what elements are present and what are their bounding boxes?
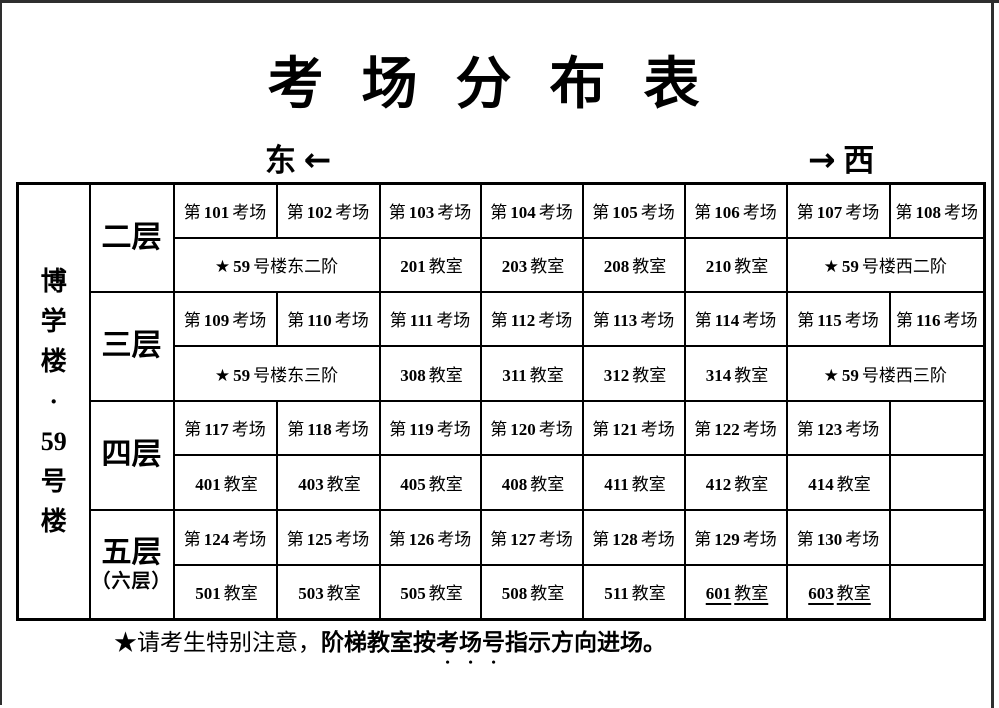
footnote-bold-text: 阶梯教室按	[321, 630, 436, 655]
right-arrow-icon: →	[808, 140, 836, 179]
page-title: 考 场 分 布 表	[267, 54, 712, 116]
empty-cell	[888, 563, 986, 621]
classroom-cell: ★ 59 号楼东二阶	[172, 236, 381, 293]
exam-room-cell: 第 128 考场	[581, 508, 686, 566]
classroom-cell: 401 教室	[172, 453, 278, 511]
empty-cell	[888, 508, 986, 566]
footnote-bold-text: 指示方向进场。	[505, 630, 666, 655]
left-arrow-icon: ←	[303, 140, 332, 179]
exam-room-cell: 第 112 考场	[479, 290, 584, 347]
exam-room-cell: 第 110 考场	[275, 290, 381, 347]
building-char: 楼	[40, 506, 67, 536]
exam-room-cell: 第 130 考场	[785, 508, 891, 566]
floor-sublabel: （六层）	[91, 570, 172, 592]
classroom-cell: 308 教室	[378, 344, 482, 402]
exam-room-cell: 第 125 考场	[275, 508, 381, 566]
exam-distribution-table: 博 学 楼 · 59 号 楼 二层 第 101 考场 第 102 考场 第 103 考场 第…	[16, 182, 986, 621]
floor-label-cell: 三层	[88, 290, 175, 402]
floor-label: 四层	[101, 438, 162, 471]
exam-room-cell: 第 104 考场	[479, 182, 584, 239]
classroom-cell: 210 教室	[683, 236, 788, 293]
exam-room-cell: 第 118 考场	[275, 399, 381, 456]
exam-room-cell: 第 120 考场	[479, 399, 584, 456]
exam-room-cell: 第 122 考场	[683, 399, 788, 456]
floor-label: 二层	[101, 220, 162, 254]
exam-room-cell: 第 102 考场	[275, 182, 381, 239]
building-char: 59	[40, 426, 67, 456]
empty-cell	[888, 453, 986, 511]
exam-room-cell: 第 106 考场	[683, 182, 788, 239]
exam-room-cell: 第 121 考场	[581, 399, 686, 456]
classroom-cell-underlined: 601 教室	[683, 563, 788, 621]
exam-room-cell: 第 111 考场	[378, 290, 482, 347]
exam-room-cell: 第 107 考场	[785, 182, 891, 239]
exam-room-cell: 第 115 考场	[785, 290, 891, 347]
classroom-cell: 311 教室	[479, 344, 584, 402]
exam-room-cell: 第 109 考场	[172, 290, 278, 347]
classroom-cell: 405 教室	[378, 453, 482, 511]
classroom-cell: 314 教室	[683, 344, 788, 402]
exam-room-cell: 第 117 考场	[172, 399, 278, 456]
classroom-cell: 408 教室	[479, 453, 584, 511]
exam-room-cell: 第 127 考场	[479, 508, 584, 566]
footnote: ★请考生特别注意，阶梯教室按考场号指示方向进场。	[114, 623, 666, 669]
classroom-cell: 411 教室	[581, 453, 686, 511]
classroom-cell: 508 教室	[479, 563, 584, 621]
classroom-cell: ★ 59 号楼东三阶	[172, 344, 381, 402]
classroom-cell: 501 教室	[172, 563, 278, 621]
exam-room-cell: 第 103 考场	[378, 182, 482, 239]
page-edge-divider	[991, 3, 994, 708]
building-char: 号	[40, 466, 67, 496]
floor-label: 五层	[101, 535, 162, 569]
building-char: 博	[40, 266, 67, 296]
west-label: 西	[843, 143, 875, 178]
floor-label: 三层	[101, 329, 162, 362]
exam-room-cell: 第 108 考场	[888, 182, 986, 239]
classroom-cell: 414 教室	[785, 453, 891, 511]
exam-room-cell: 第 101 考场	[172, 182, 278, 239]
classroom-cell: 503 教室	[275, 563, 381, 621]
direction-east: 东 ←	[265, 135, 331, 180]
exam-room-cell: 第 123 考场	[785, 399, 891, 456]
exam-room-cell: 第 126 考场	[378, 508, 482, 566]
direction-west: → 西	[808, 135, 874, 180]
empty-cell	[888, 399, 986, 456]
classroom-cell: 403 教室	[275, 453, 381, 511]
classroom-cell: 201 教室	[378, 236, 482, 293]
exam-room-cell: 第 113 考场	[581, 290, 686, 347]
footnote-prefix: ★请考生特别注意，	[114, 630, 321, 655]
classroom-cell-underlined: 603 教室	[785, 563, 891, 621]
building-char: 楼	[40, 346, 67, 376]
classroom-cell: 412 教室	[683, 453, 788, 511]
building-name-cell: 博 学 楼 · 59 号 楼	[16, 182, 91, 621]
footnote-emphasized-text: 考场号	[436, 630, 505, 655]
exam-room-cell: 第 105 考场	[581, 182, 686, 239]
floor-label-cell: 四层	[88, 399, 175, 511]
east-label: 东	[265, 143, 296, 178]
classroom-cell: 203 教室	[479, 236, 584, 293]
floor-label-cell: 五层 （六层）	[88, 508, 175, 621]
exam-room-cell: 第 129 考场	[683, 508, 788, 566]
classroom-cell: 511 教室	[581, 563, 686, 621]
exam-room-cell: 第 116 考场	[888, 290, 986, 347]
classroom-cell: 208 教室	[581, 236, 686, 293]
classroom-cell: ★ 59 号楼西二阶	[785, 236, 986, 293]
floor-label-cell: 二层	[88, 182, 175, 293]
classroom-cell: ★ 59 号楼西三阶	[785, 344, 986, 402]
building-char: ·	[49, 386, 59, 416]
classroom-cell: 312 教室	[581, 344, 686, 402]
building-char: 学	[40, 306, 67, 336]
classroom-cell: 505 教室	[378, 563, 482, 621]
exam-room-cell: 第 124 考场	[172, 508, 278, 566]
exam-room-cell: 第 114 考场	[683, 290, 788, 347]
exam-room-cell: 第 119 考场	[378, 399, 482, 456]
